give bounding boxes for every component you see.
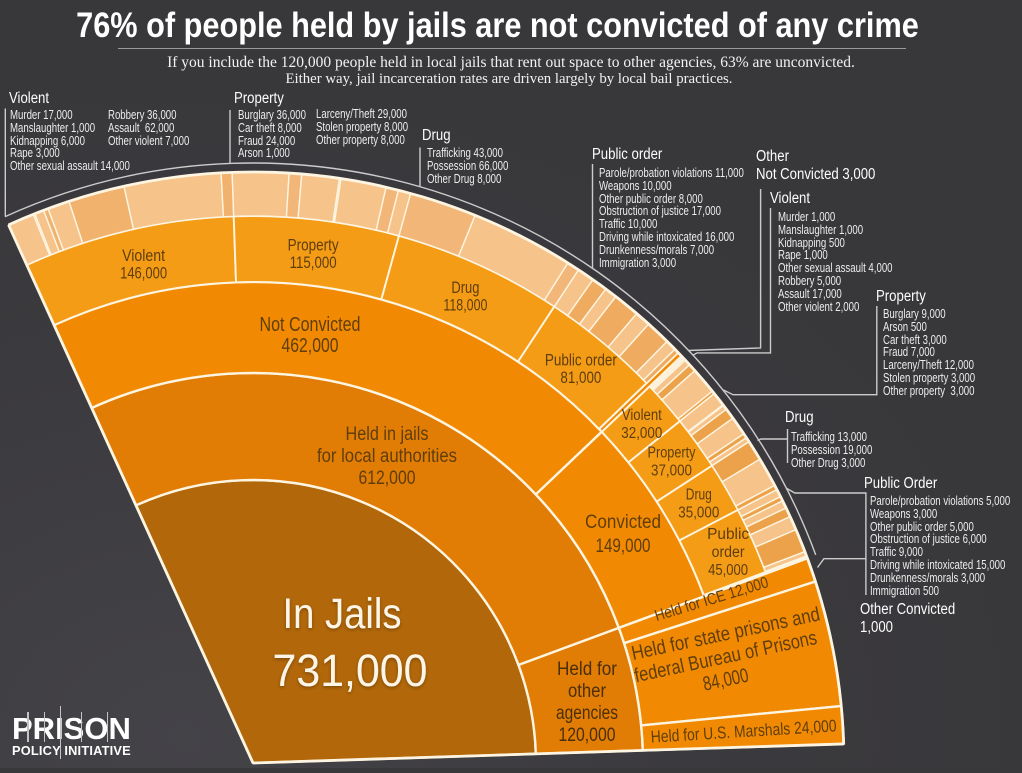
svg-text:45,000: 45,000 [708, 562, 748, 579]
svg-text:agencies: agencies [556, 703, 618, 724]
svg-text:for local authorities: for local authorities [317, 446, 457, 467]
svg-text:81,000: 81,000 [560, 368, 601, 387]
svg-text:149,000: 149,000 [596, 536, 651, 557]
svg-text:462,000: 462,000 [282, 335, 339, 357]
svg-text:Not Convicted: Not Convicted [260, 314, 361, 336]
svg-text:Drug: Drug [451, 278, 479, 297]
svg-text:Violent: Violent [122, 246, 165, 265]
svg-text:146,000: 146,000 [120, 263, 167, 282]
svg-text:Held in jails: Held in jails [346, 424, 429, 445]
svg-text:Property: Property [648, 445, 696, 462]
svg-text:731,000: 731,000 [273, 645, 428, 696]
svg-text:Violent: Violent [622, 407, 663, 424]
svg-text:Public order: Public order [545, 351, 617, 370]
svg-text:37,000: 37,000 [651, 463, 692, 480]
svg-text:Held for: Held for [557, 659, 618, 680]
svg-text:32,000: 32,000 [621, 425, 662, 442]
svg-text:612,000: 612,000 [359, 468, 416, 489]
svg-text:118,000: 118,000 [443, 296, 487, 315]
svg-text:other: other [568, 681, 607, 702]
svg-text:120,000: 120,000 [559, 725, 616, 746]
svg-text:Property: Property [288, 236, 339, 255]
svg-text:Public: Public [707, 526, 749, 543]
svg-text:115,000: 115,000 [290, 253, 337, 272]
svg-text:35,000: 35,000 [678, 505, 719, 522]
svg-text:Drug: Drug [686, 487, 712, 504]
svg-text:Convicted: Convicted [585, 512, 661, 533]
svg-text:In Jails: In Jails [283, 590, 402, 638]
svg-text:order: order [712, 544, 745, 561]
